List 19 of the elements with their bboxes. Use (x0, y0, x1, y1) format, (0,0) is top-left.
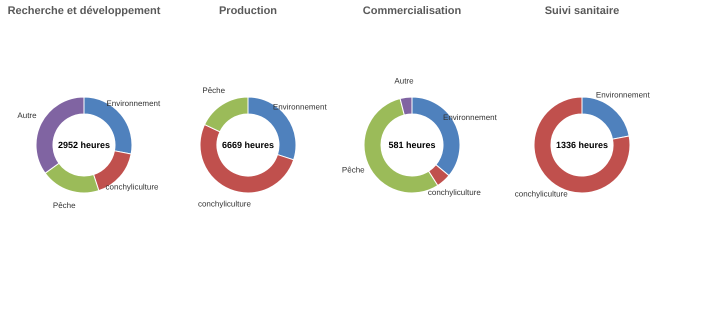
slice-label: conchyliculture (428, 188, 482, 198)
slice-label: Environnement (106, 99, 161, 108)
chart-title: Commercialisation (362, 5, 462, 17)
slice-label: Autre (394, 76, 414, 86)
slice-label: conchyliculture (514, 189, 568, 198)
slice-label: Pêche (52, 200, 76, 210)
text: 581 heures (388, 140, 436, 150)
slice-label: Autre (17, 110, 38, 120)
slice-label: Pêche (202, 86, 226, 95)
chart-title: Suivi sanitaire (544, 5, 620, 17)
slice-label: Pêche (342, 165, 366, 174)
text: 2952 heures (58, 140, 110, 150)
chart-title: Production (218, 5, 278, 17)
slice-label: conchyliculture (106, 182, 160, 192)
slice-label: Environnement (596, 90, 650, 100)
slice-label: conchyliculture (198, 200, 252, 209)
chart-title: Recherche et développement (8, 5, 161, 17)
text: 1336 heures (556, 140, 608, 150)
text: 6669 heures (222, 140, 274, 150)
